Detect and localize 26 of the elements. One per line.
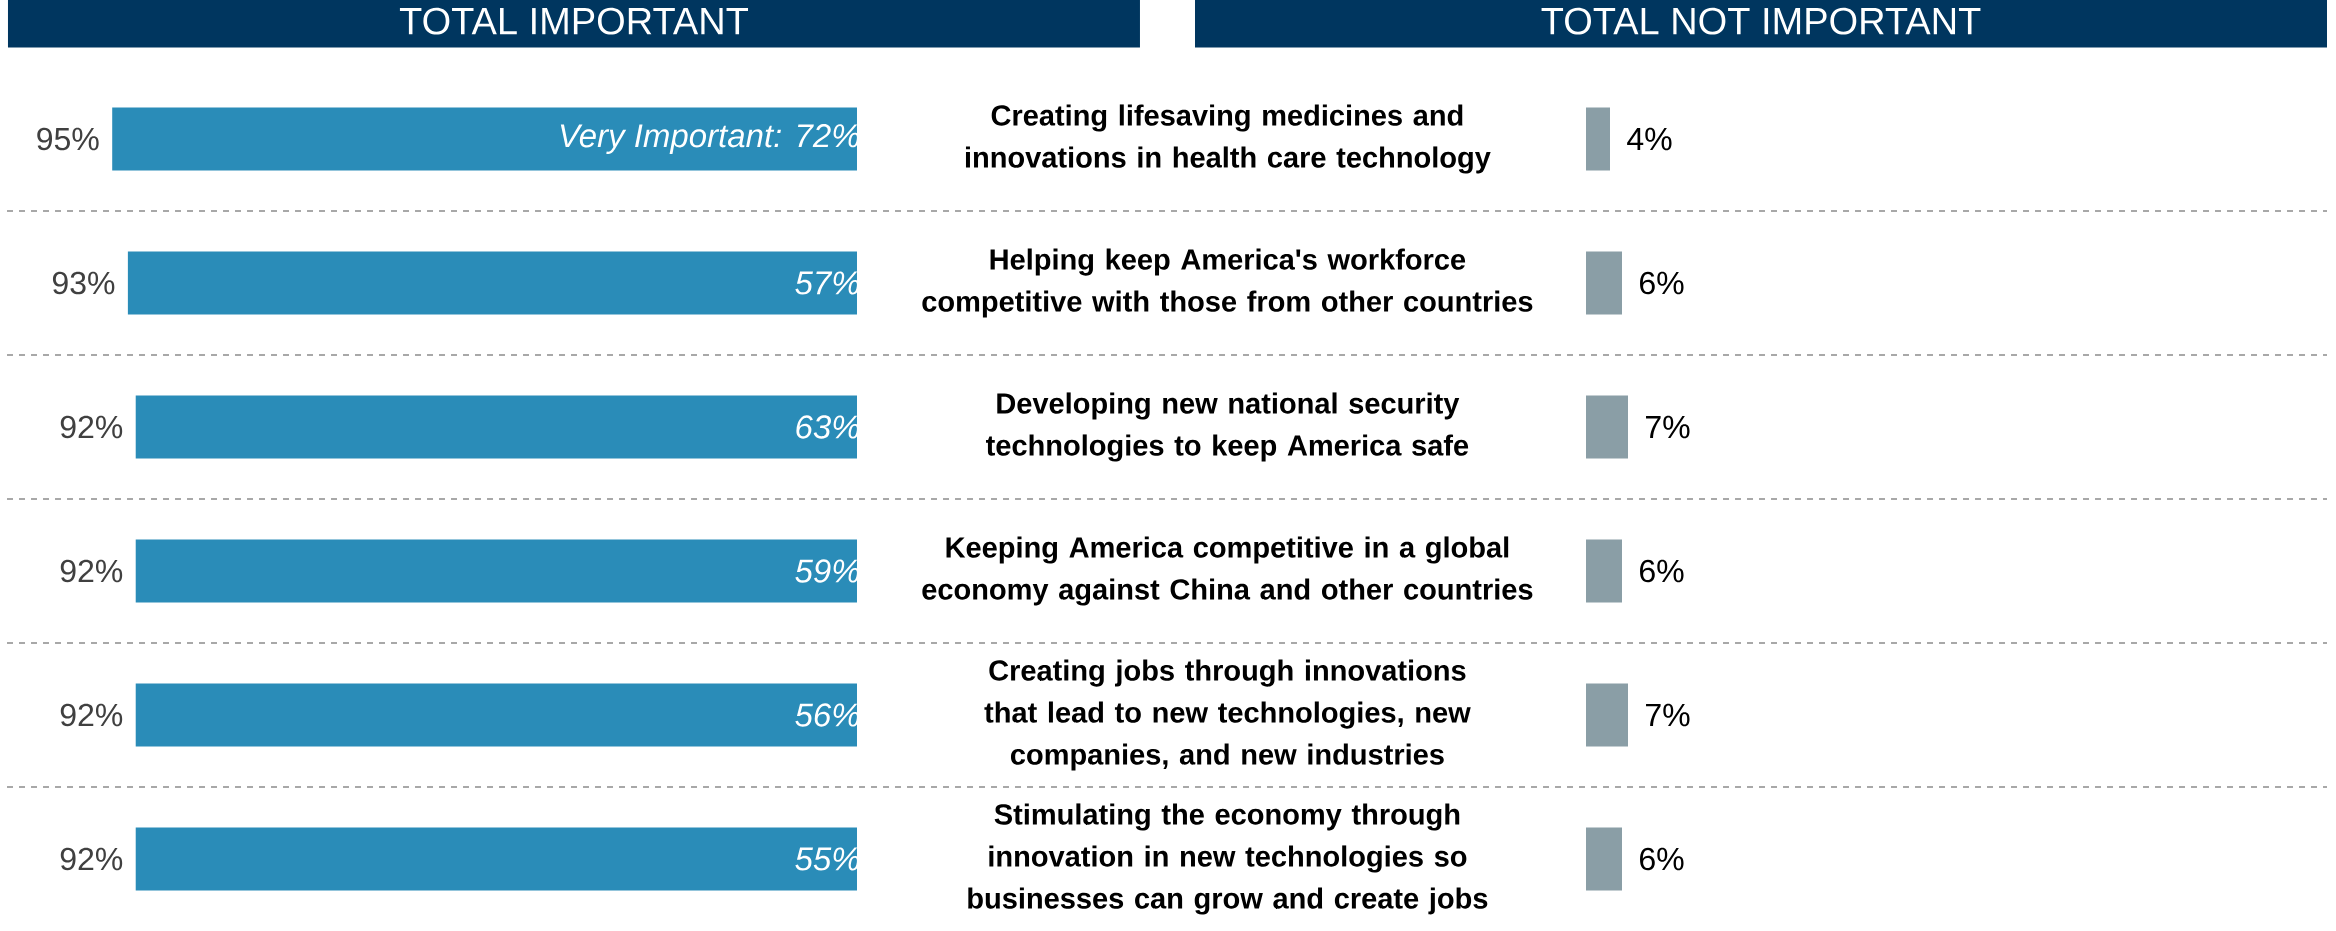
data-label: 7% — [1646, 415, 1690, 439]
data-label: 92% — [60, 415, 123, 439]
data-label: 6% — [1640, 271, 1684, 295]
annotation: 56% — [795, 703, 860, 727]
data-label: 92% — [60, 847, 123, 871]
data-label: 6% — [1640, 847, 1684, 871]
y-tick-label: Stimulating the economy through innovation in new technologies so businesses can grow and create jobs — [968, 803, 1488, 915]
y-tick-label: Creating lifesaving medicines and innovations in health care technology — [965, 104, 1491, 174]
y-tick-label: Helping keep America's workforce competitive with those from other countries — [922, 248, 1533, 318]
annotation: 57% — [795, 271, 860, 295]
text: TOTAL NOT IMPORTANT — [1541, 7, 1981, 35]
data-label: 4% — [1627, 127, 1672, 151]
data-label: 95% — [37, 127, 99, 151]
y-tick-label: Keeping America competitive in a global economy against China and other countries — [922, 536, 1533, 606]
data-label: 6% — [1640, 559, 1684, 583]
y-tick-label: Creating jobs through innovations that lead to new technologies, new companies, and new industries — [984, 659, 1471, 771]
y-tick-label: Developing new national security technologies to keep America safe — [985, 392, 1469, 462]
data-label: 92% — [60, 703, 123, 727]
annotation: Very Important: 72% — [560, 124, 860, 154]
annotation: 55% — [795, 847, 860, 871]
data-label: 7% — [1646, 703, 1690, 727]
annotation: 63% — [796, 415, 860, 439]
chart-title: TOTAL IMPORTANT — [399, 7, 749, 35]
annotation: 59% — [795, 559, 860, 583]
data-label: 92% — [60, 559, 123, 583]
data-label: 93% — [52, 271, 115, 295]
